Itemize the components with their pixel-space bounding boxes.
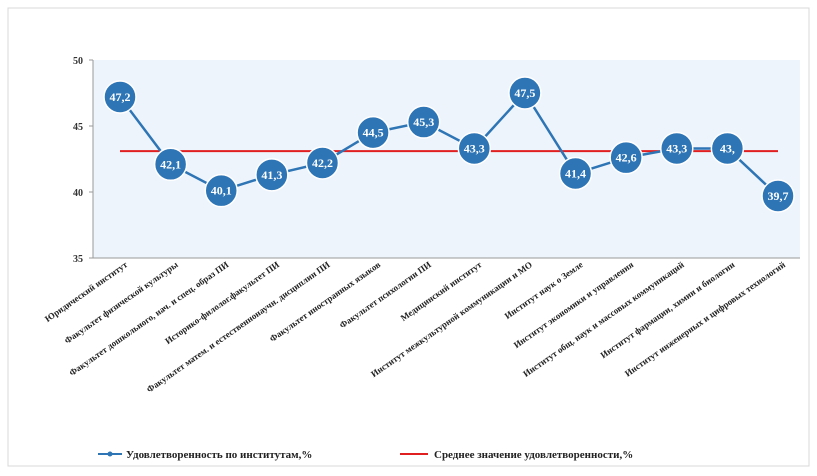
y-tick-label: 45	[73, 122, 83, 133]
data-point-marker	[558, 156, 593, 191]
plot-area	[93, 60, 800, 258]
data-label: 42,2	[312, 156, 333, 170]
data-point-marker	[305, 146, 340, 180]
data-point-marker	[103, 80, 137, 114]
data-label: 42,6	[616, 151, 637, 165]
data-label: 41,3	[261, 168, 282, 182]
data-label: 39,7	[768, 189, 789, 203]
data-point-marker	[153, 147, 188, 182]
data-label: 45,3	[413, 115, 434, 129]
data-point-marker	[609, 140, 643, 175]
y-tick-label: 50	[73, 56, 83, 67]
data-label: 44,5	[363, 126, 384, 140]
legend-label-satisfaction: Удовлетворенность по институтам,%	[126, 449, 312, 461]
data-label: 42,1	[160, 157, 181, 171]
data-point-marker	[255, 158, 289, 192]
data-label: 47,2	[110, 90, 131, 104]
data-label: 41,4	[565, 167, 586, 181]
legend-label-average: Среднее значение удовлетворенности,%	[434, 449, 633, 461]
data-label: 43,3	[666, 141, 687, 155]
legend-marker-satisfaction	[107, 451, 113, 457]
y-tick-label: 35	[73, 254, 83, 265]
data-point-marker	[660, 131, 694, 166]
data-point-marker	[204, 173, 238, 208]
data-point-marker	[761, 179, 795, 213]
data-label: 40,1	[211, 184, 232, 198]
data-label: 47,5	[514, 86, 535, 100]
y-tick-label: 40	[73, 188, 83, 199]
data-point-marker	[508, 76, 542, 110]
data-point-marker	[457, 131, 492, 166]
data-point-marker	[710, 131, 745, 166]
data-label: 43,3	[464, 141, 485, 155]
data-label: 43,	[720, 141, 735, 155]
data-point-marker	[356, 115, 390, 150]
data-point-marker	[406, 105, 441, 139]
